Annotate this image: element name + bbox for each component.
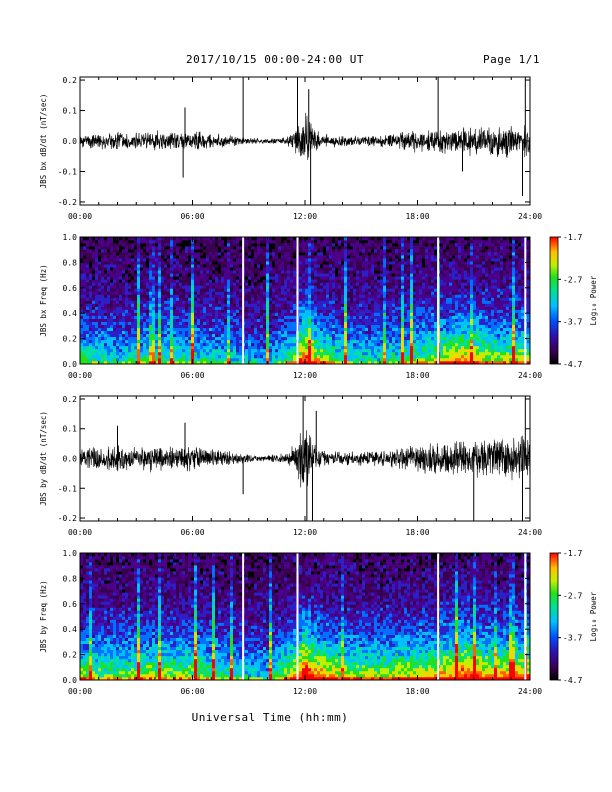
x-tick-label: 00:00 bbox=[68, 528, 92, 537]
y-tick-label: 0.8 bbox=[63, 258, 78, 267]
y-axis-label: JBS bx Freq (Hz) bbox=[39, 264, 48, 336]
y-axis-label: JBS by dB/dt (nT/sec) bbox=[39, 411, 48, 506]
data-gap bbox=[437, 237, 440, 364]
y-tick-label: 1.0 bbox=[63, 233, 78, 242]
y-axis-label: JBS bx dB/dt (nT/sec) bbox=[39, 94, 48, 189]
colorbar-tick-label: -1.7 bbox=[563, 549, 582, 558]
x-tick-label: 24:00 bbox=[518, 212, 542, 221]
spectrogram-cells bbox=[80, 237, 531, 365]
y-tick-label: 0.2 bbox=[63, 76, 78, 85]
y-tick-label: 0.6 bbox=[63, 284, 78, 293]
x-tick-label: 00:00 bbox=[68, 371, 92, 380]
x-tick-label: 12:00 bbox=[293, 212, 317, 221]
y-tick-label: 0.0 bbox=[63, 137, 78, 146]
spectrogram-panel-by-spectrogram: 00:00 06:00 12:00 18:00 24:00 0.0 0.2 0.4 0.6 0.8… bbox=[39, 549, 598, 696]
y-tick-label: 0.2 bbox=[63, 335, 78, 344]
colorbar-tick-label: -2.7 bbox=[563, 591, 582, 600]
y-tick-label: 0.4 bbox=[63, 309, 78, 318]
colorbar bbox=[549, 552, 559, 681]
y-tick-label: 0.0 bbox=[63, 360, 78, 369]
x-tick-label: 06:00 bbox=[180, 528, 204, 537]
y-tick-label: 0.1 bbox=[63, 107, 78, 116]
y-tick-label: 0.1 bbox=[63, 425, 78, 434]
colorbar-tick-label: -1.7 bbox=[563, 233, 582, 242]
data-gap bbox=[524, 553, 527, 680]
data-gap bbox=[437, 553, 440, 680]
spectrogram-panel-bx-spectrogram: 00:00 06:00 12:00 18:00 24:00 0.0 0.2 0.4 0.6 0.8… bbox=[39, 233, 598, 380]
colorbar-tick-label: -4.7 bbox=[563, 360, 582, 369]
x-tick-label: 24:00 bbox=[518, 687, 542, 696]
x-tick-label: 18:00 bbox=[405, 687, 429, 696]
x-tick-label: 06:00 bbox=[180, 212, 204, 221]
signal-trace bbox=[80, 112, 530, 160]
x-tick-label: 18:00 bbox=[405, 212, 429, 221]
x-tick-label: 06:00 bbox=[180, 687, 204, 696]
y-tick-label: 0.2 bbox=[63, 651, 78, 660]
signal-trace bbox=[80, 430, 530, 488]
y-tick-label: -0.2 bbox=[58, 514, 77, 523]
x-tick-label: 18:00 bbox=[405, 528, 429, 537]
x-tick-label: 12:00 bbox=[293, 371, 317, 380]
timeseries-panel-by-timeseries: 00:00 06:00 12:00 18:00 24:00 -0.2 -0.1 0.0 0.1 0… bbox=[39, 395, 542, 537]
x-tick-label: 06:00 bbox=[180, 371, 204, 380]
x-tick-label: 24:00 bbox=[518, 371, 542, 380]
spectrogram-cells bbox=[80, 553, 531, 681]
y-tick-label: 0.0 bbox=[63, 455, 78, 464]
colorbar-tick-label: -3.7 bbox=[563, 634, 582, 643]
y-tick-label: 0.2 bbox=[63, 395, 78, 404]
colorbar-tick-label: -3.7 bbox=[563, 318, 582, 327]
timeseries-panel-bx-timeseries: 00:00 06:00 12:00 18:00 24:00 -0.2 -0.1 0.0 0.1 0… bbox=[39, 76, 542, 221]
y-tick-label: 1.0 bbox=[63, 549, 78, 558]
page-number: Page 1/1 bbox=[483, 53, 540, 66]
page-title: 2017/10/15 00:00-24:00 UT bbox=[185, 53, 365, 66]
x-tick-label: 24:00 bbox=[518, 528, 542, 537]
colorbar-label: Log₁₀ Power bbox=[589, 275, 598, 325]
colorbar-label: Log₁₀ Power bbox=[589, 591, 598, 641]
y-axis-label: JBS by Freq (Hz) bbox=[39, 580, 48, 652]
y-tick-label: -0.1 bbox=[58, 167, 77, 176]
x-axis-label: Universal Time (hh:mm) bbox=[191, 711, 349, 724]
x-tick-label: 12:00 bbox=[293, 687, 317, 696]
x-tick-label: 00:00 bbox=[68, 687, 92, 696]
x-tick-label: 12:00 bbox=[293, 528, 317, 537]
data-gap bbox=[524, 237, 527, 364]
x-tick-label: 00:00 bbox=[68, 212, 92, 221]
y-tick-label: 0.4 bbox=[63, 625, 78, 634]
y-tick-label: 0.6 bbox=[63, 600, 78, 609]
colorbar bbox=[549, 236, 559, 365]
x-tick-label: 18:00 bbox=[405, 371, 429, 380]
data-gap bbox=[242, 237, 245, 364]
data-gap bbox=[296, 237, 299, 364]
y-tick-label: -0.1 bbox=[58, 484, 77, 493]
data-gap bbox=[296, 553, 299, 680]
data-gap bbox=[242, 553, 245, 680]
y-tick-label: -0.2 bbox=[58, 198, 77, 207]
y-tick-label: 0.0 bbox=[63, 676, 78, 685]
y-tick-label: 0.8 bbox=[63, 574, 78, 583]
colorbar-tick-label: -4.7 bbox=[563, 676, 582, 685]
colorbar-tick-label: -2.7 bbox=[563, 275, 582, 284]
